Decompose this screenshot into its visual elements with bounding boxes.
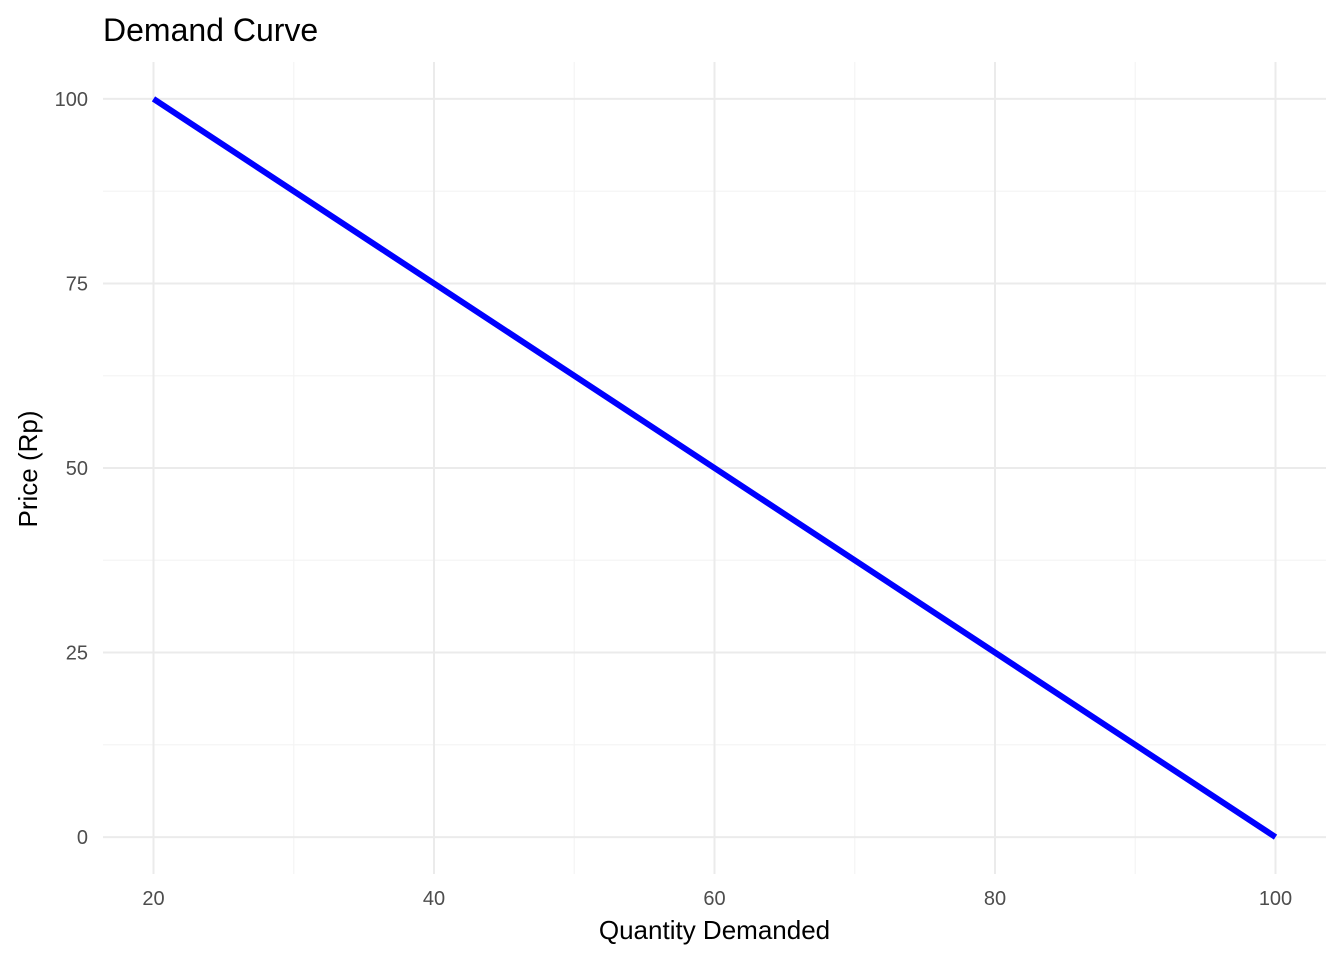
y-tick-label: 100 [55, 89, 88, 111]
grid-major [103, 62, 1326, 874]
x-tick-label: 40 [423, 888, 445, 910]
y-tick-label: 50 [66, 458, 88, 480]
x-tick-label: 80 [984, 888, 1006, 910]
series-line [151, 96, 1278, 840]
y-tick-label: 0 [77, 827, 88, 849]
y-tick-label: 25 [66, 643, 88, 665]
y-axis-title: Price (Rp) [13, 410, 43, 527]
x-tick-label: 60 [703, 888, 725, 910]
x-tick-label: 100 [1259, 888, 1292, 910]
y-tick-label: 75 [66, 273, 88, 295]
x-tick-label: 20 [142, 888, 164, 910]
y-tick-labels: 0 25 50 75 100 [55, 89, 88, 849]
x-tick-labels: 20 40 60 80 100 [142, 888, 1292, 910]
chart-title: Demand Curve [103, 12, 318, 48]
x-axis-title: Quantity Demanded [599, 915, 830, 945]
series-layer [151, 96, 1278, 840]
